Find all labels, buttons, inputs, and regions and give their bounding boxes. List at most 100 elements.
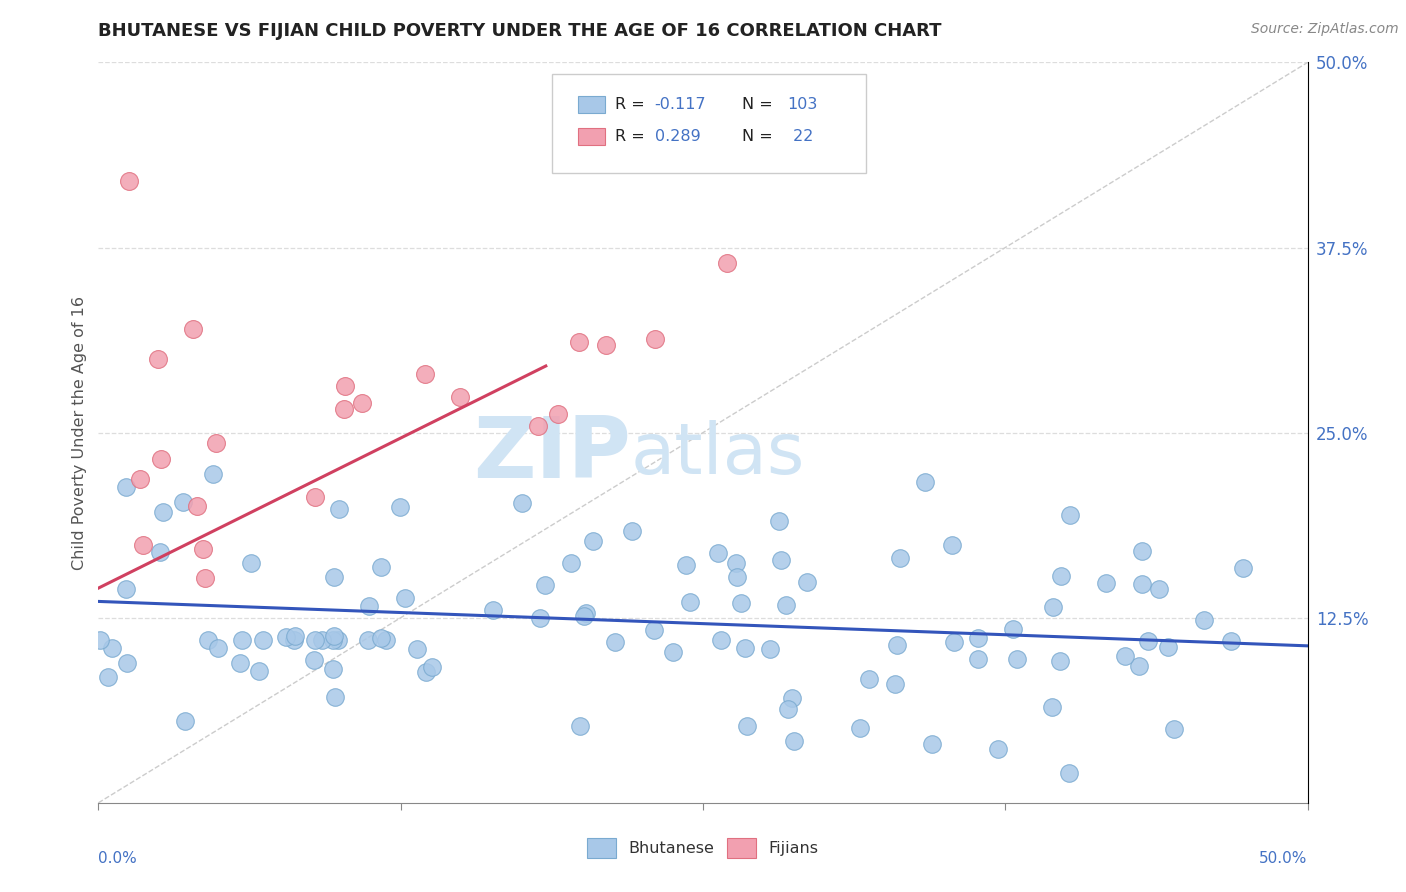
Point xyxy=(775,598,797,612)
Point xyxy=(207,641,229,656)
Point xyxy=(173,714,195,729)
Point xyxy=(406,641,429,656)
Text: BHUTANESE VS FIJIAN CHILD POVERTY UNDER THE AGE OF 16 CORRELATION CHART: BHUTANESE VS FIJIAN CHILD POVERTY UNDER … xyxy=(98,22,942,40)
Text: 0.0%: 0.0% xyxy=(98,851,138,866)
Point xyxy=(643,623,665,637)
Point xyxy=(283,632,305,647)
Point xyxy=(510,496,533,510)
Point xyxy=(1050,569,1073,583)
Point xyxy=(730,596,752,610)
Point xyxy=(132,538,155,552)
Point xyxy=(886,638,908,652)
Point xyxy=(304,490,326,504)
Point xyxy=(914,475,936,489)
Point xyxy=(350,396,373,410)
Point xyxy=(101,640,124,655)
Point xyxy=(575,606,598,620)
Y-axis label: Child Poverty Under the Age of 16: Child Poverty Under the Age of 16 xyxy=(72,295,87,570)
Point xyxy=(284,629,307,643)
Point xyxy=(322,632,344,647)
Point xyxy=(529,610,551,624)
Point xyxy=(481,603,503,617)
Point xyxy=(1040,699,1063,714)
Point xyxy=(621,524,644,539)
Point xyxy=(710,632,733,647)
Point xyxy=(239,556,262,570)
Point xyxy=(1059,508,1081,523)
Point xyxy=(1049,654,1071,668)
Point xyxy=(943,635,966,649)
Point xyxy=(735,719,758,733)
Legend: Bhutanese, Fijians: Bhutanese, Fijians xyxy=(588,838,818,858)
Point xyxy=(274,630,297,644)
Bar xyxy=(578,128,605,145)
Point xyxy=(357,599,380,614)
Point xyxy=(675,558,697,572)
Point xyxy=(921,737,943,751)
Point xyxy=(1219,633,1241,648)
Point xyxy=(422,659,444,673)
Point xyxy=(449,390,471,404)
Point xyxy=(96,670,118,684)
Point xyxy=(229,657,252,671)
Text: R =: R = xyxy=(614,129,650,144)
Point xyxy=(115,582,138,596)
Point xyxy=(644,332,666,346)
Point xyxy=(89,632,111,647)
Point xyxy=(780,690,803,705)
Point xyxy=(1005,652,1028,666)
Point xyxy=(326,632,349,647)
Point xyxy=(560,557,582,571)
Point xyxy=(707,546,730,560)
Point xyxy=(374,632,396,647)
Point xyxy=(394,591,416,605)
Text: ZIP: ZIP xyxy=(472,413,630,496)
Text: 0.289: 0.289 xyxy=(655,129,700,144)
Point xyxy=(1057,766,1080,780)
Point xyxy=(152,505,174,519)
Point xyxy=(572,609,595,624)
Point xyxy=(582,534,605,549)
Point xyxy=(149,545,172,559)
Point xyxy=(776,702,799,716)
Point xyxy=(311,632,333,647)
Point xyxy=(415,367,437,381)
Point xyxy=(534,578,557,592)
Point xyxy=(1042,599,1064,614)
Point xyxy=(967,652,990,666)
Point xyxy=(941,538,963,552)
Point xyxy=(370,560,392,574)
Text: R =: R = xyxy=(614,97,650,112)
Point xyxy=(662,644,685,658)
Text: N =: N = xyxy=(742,97,778,112)
Point xyxy=(1130,576,1153,591)
Point xyxy=(783,733,806,747)
Point xyxy=(302,653,325,667)
Point xyxy=(191,542,214,557)
Text: Source: ZipAtlas.com: Source: ZipAtlas.com xyxy=(1251,22,1399,37)
Point xyxy=(194,571,217,585)
Point xyxy=(415,665,437,679)
Point xyxy=(769,552,792,566)
Point xyxy=(595,338,617,352)
Point xyxy=(858,673,880,687)
Point xyxy=(759,642,782,657)
Point xyxy=(304,632,326,647)
Point xyxy=(115,656,138,670)
Point xyxy=(357,632,380,647)
Point xyxy=(323,570,346,584)
Point xyxy=(1147,582,1170,596)
Point xyxy=(322,662,344,676)
Point xyxy=(370,631,392,645)
Point xyxy=(547,407,569,421)
Text: 103: 103 xyxy=(787,97,818,112)
Text: atlas: atlas xyxy=(630,420,804,490)
Point xyxy=(1128,658,1150,673)
Point xyxy=(768,514,790,528)
Text: -0.117: -0.117 xyxy=(655,97,706,112)
Text: 22: 22 xyxy=(787,129,813,144)
Point xyxy=(1002,623,1025,637)
Point xyxy=(1192,613,1215,627)
Point xyxy=(129,472,152,486)
FancyBboxPatch shape xyxy=(551,73,866,173)
